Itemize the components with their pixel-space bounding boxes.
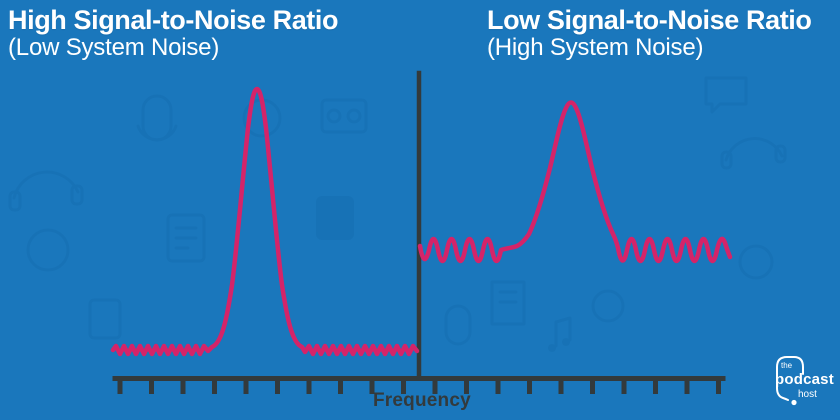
cassette-icon: [346, 108, 362, 124]
left-panel-subtitle: (Low System Noise): [8, 34, 220, 61]
document-icon: [490, 280, 526, 326]
music-note-icon: [562, 338, 570, 346]
document-icon: [88, 298, 122, 340]
document-icon: [166, 213, 206, 263]
headphones-icon: [720, 150, 733, 170]
microphone-icon: [141, 94, 173, 142]
microphone-icon: [444, 304, 472, 346]
headphones-icon: [774, 144, 787, 164]
headphones-icon: [724, 137, 784, 162]
logo-word-host: host: [798, 389, 817, 400]
music-note-icon: [548, 344, 556, 352]
x-axis-ticks: [117, 378, 721, 394]
mic-cable-dot: [791, 399, 797, 406]
logo-word-podcast: podcast: [775, 371, 834, 388]
circle-blob-icon: [591, 289, 625, 323]
circle-blob-icon: [738, 244, 774, 280]
right-panel-subtitle: (High System Noise): [487, 34, 704, 61]
podcast-host-mic-icon: [776, 356, 804, 406]
logo-word-the: the: [781, 361, 793, 370]
headphones-icon: [8, 190, 22, 212]
circle-blob-icon: [26, 228, 70, 272]
headphones-icon: [70, 184, 84, 206]
cassette-icon: [320, 98, 368, 134]
high-snr-spectrum-curve: [110, 86, 420, 357]
right-panel-title: Low Signal-to-Noise Ratio: [487, 5, 812, 35]
headphones-icon: [12, 170, 80, 200]
low-snr-spectrum-curve: [417, 100, 733, 264]
cassette-icon: [326, 108, 342, 124]
x-axis-label: Frequency: [373, 390, 471, 411]
speech-bubble-icon: [704, 76, 748, 114]
microphone-icon: [136, 124, 178, 142]
left-panel-title: High Signal-to-Noise Ratio: [8, 5, 339, 35]
music-note-icon: [554, 316, 572, 348]
document-icon: [316, 196, 354, 240]
document-icon: [174, 226, 198, 250]
podcast-host-logo: the podcast host: [770, 348, 840, 418]
